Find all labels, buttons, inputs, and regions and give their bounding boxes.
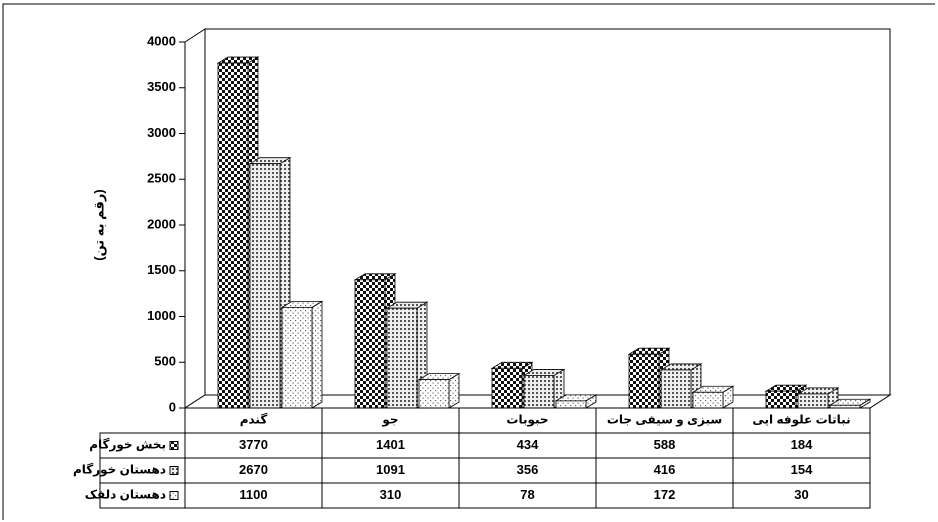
bar-front: [660, 369, 692, 409]
category-label: سبزی و سیفی جات: [607, 413, 722, 428]
legend-label: دهستان خورگام: [73, 463, 166, 478]
legend-label: دهستان دلفک: [85, 488, 166, 502]
y-tick-label: 500: [154, 354, 176, 369]
bar-front: [523, 375, 555, 409]
table-value: 310: [380, 487, 402, 502]
table-value: 434: [517, 437, 539, 452]
bar-front: [555, 400, 587, 409]
bar-front: [797, 393, 829, 409]
bar-front: [249, 163, 281, 409]
table-value: 1100: [239, 487, 267, 502]
table-value: 172: [654, 487, 676, 502]
table-value: 2670: [239, 462, 268, 477]
bar: [554, 394, 598, 409]
bar-front: [692, 391, 724, 409]
legend-swatch: [169, 491, 179, 500]
bar-front: [628, 353, 660, 409]
y-tick-label: 1000: [147, 308, 176, 323]
category-label: جو: [381, 413, 398, 428]
bar-front: [418, 379, 450, 409]
table-value: 30: [794, 487, 808, 502]
y-tick-label: 0: [169, 399, 176, 414]
bar-front: [217, 62, 249, 409]
frame: [2, 3, 935, 520]
bar-side: [311, 300, 323, 409]
table-value: 416: [654, 462, 676, 477]
bar: [691, 385, 735, 409]
y-tick-label: 1500: [147, 262, 176, 277]
table-value: 184: [791, 437, 813, 452]
side-wall: [184, 28, 206, 409]
y-tick-label: 2000: [147, 216, 176, 231]
y-tick-label: 2500: [147, 171, 176, 186]
legend-swatch: [169, 466, 179, 475]
y-tick-label: 3500: [147, 79, 176, 94]
table-value: 588: [654, 437, 676, 452]
bar-front: [281, 306, 313, 409]
bar: [522, 368, 566, 409]
bar: [417, 372, 461, 409]
bar-front: [386, 307, 418, 409]
bar-front: [765, 390, 797, 409]
table-value: 356: [517, 462, 539, 477]
legend-swatch: [169, 441, 179, 450]
legend-label: بخش خورگام: [89, 438, 166, 453]
category-label: نباتات علوفه ایی: [752, 413, 850, 428]
y-tick-label: 3000: [147, 125, 176, 140]
category-label: گندم: [240, 413, 268, 428]
table-value: 1401: [376, 437, 405, 452]
bar: [280, 300, 324, 409]
table-value: 78: [520, 487, 534, 502]
table-value: 154: [791, 462, 813, 477]
y-tick-label: 4000: [147, 33, 176, 48]
bar-front: [354, 279, 386, 409]
table-row: [99, 482, 871, 509]
y-axis-label: (رقم به تن): [91, 189, 106, 260]
table-value: 1091: [376, 462, 405, 477]
bar: [828, 398, 872, 409]
table-value: 3770: [239, 437, 268, 452]
table-row: [99, 432, 871, 459]
table-row: [99, 457, 871, 484]
category-label: حبوبات: [506, 413, 548, 428]
bar-front: [491, 367, 523, 409]
